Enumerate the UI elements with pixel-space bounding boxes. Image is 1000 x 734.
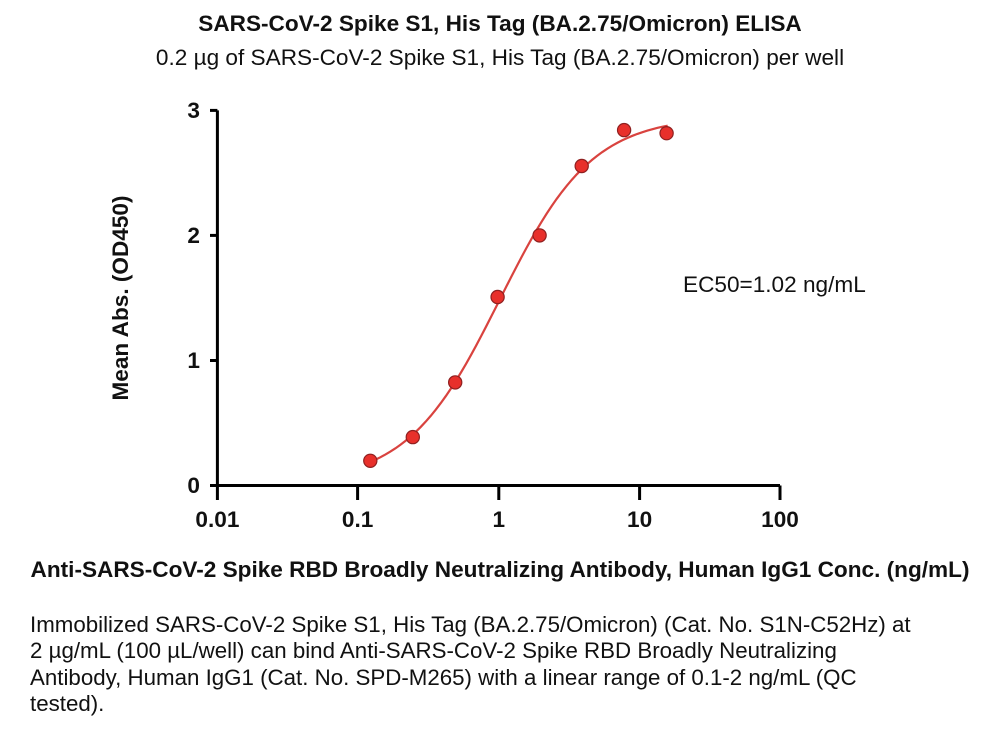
svg-text:1: 1 <box>187 348 200 373</box>
svg-text:0.01: 0.01 <box>195 507 239 532</box>
svg-text:10: 10 <box>627 507 652 532</box>
svg-text:2: 2 <box>187 223 200 248</box>
svg-text:0.1: 0.1 <box>342 507 373 532</box>
svg-text:1: 1 <box>493 507 506 532</box>
svg-text:3: 3 <box>187 98 200 123</box>
svg-text:100: 100 <box>761 507 799 532</box>
svg-text:0: 0 <box>187 473 200 498</box>
